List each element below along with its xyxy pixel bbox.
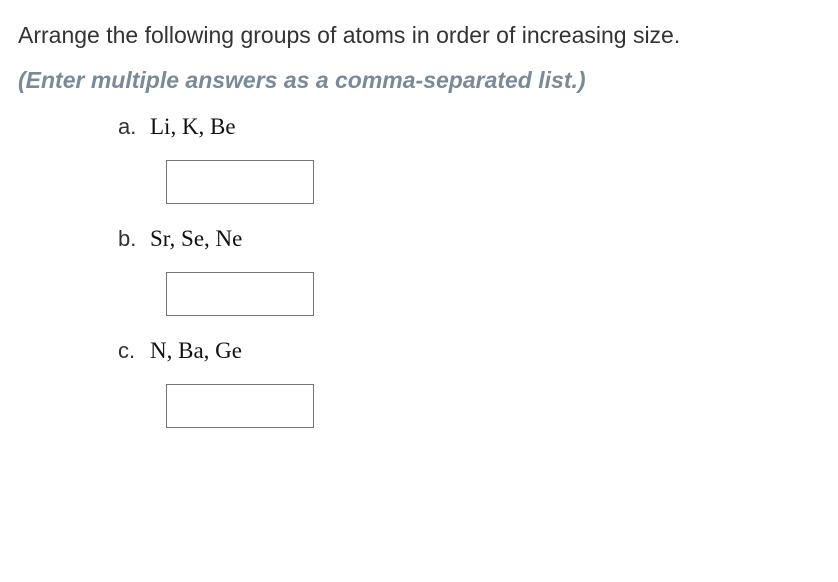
item-letter: b. [118,226,150,252]
item-letter: a. [118,114,150,140]
item-b: b. Sr, Se, Ne [118,226,820,316]
item-row: b. Sr, Se, Ne [118,226,820,252]
item-letter: c. [118,338,150,364]
input-wrap [118,272,820,316]
answer-input-b[interactable] [166,272,314,316]
input-wrap [118,384,820,428]
item-row: a. Li, K, Be [118,114,820,140]
item-c: c. N, Ba, Ge [118,338,820,428]
question-container: Arrange the following groups of atoms in… [0,0,838,428]
item-row: c. N, Ba, Ge [118,338,820,364]
items-list: a. Li, K, Be b. Sr, Se, Ne c. N, Ba, Ge [18,114,820,428]
question-hint: (Enter multiple answers as a comma-separ… [18,67,820,94]
item-a: a. Li, K, Be [118,114,820,204]
answer-input-c[interactable] [166,384,314,428]
answer-input-a[interactable] [166,160,314,204]
item-atoms: N, Ba, Ge [150,338,242,364]
item-atoms: Sr, Se, Ne [150,226,242,252]
input-wrap [118,160,820,204]
item-atoms: Li, K, Be [150,114,236,140]
question-prompt: Arrange the following groups of atoms in… [18,18,820,53]
